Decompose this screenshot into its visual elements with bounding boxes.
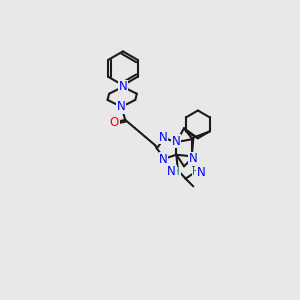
Text: N: N	[159, 131, 168, 144]
Text: H: H	[172, 167, 180, 178]
Text: N: N	[167, 165, 176, 178]
Text: O: O	[110, 116, 119, 129]
Text: N: N	[159, 153, 168, 166]
Text: N: N	[189, 152, 198, 165]
Text: N: N	[172, 135, 181, 148]
Text: H: H	[193, 167, 200, 178]
Text: N: N	[196, 166, 205, 179]
Text: N: N	[118, 80, 127, 93]
Text: N: N	[117, 100, 126, 113]
